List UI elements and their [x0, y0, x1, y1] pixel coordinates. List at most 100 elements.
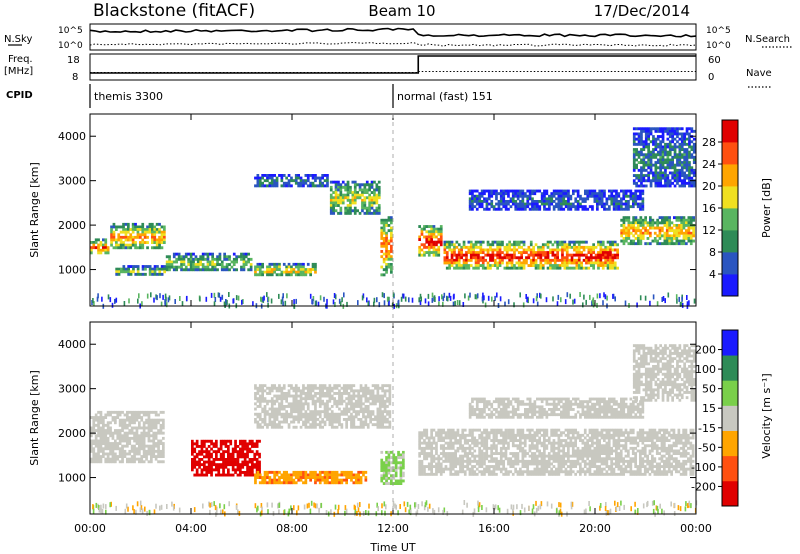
- heatmap-cell: [361, 198, 364, 202]
- heatmap-cell: [514, 205, 518, 209]
- heatmap-cell: [134, 225, 137, 229]
- heatmap-cell: [90, 460, 93, 464]
- heatmap-cell: [443, 251, 447, 254]
- heatmap-cell: [640, 176, 643, 180]
- heatmap-cell: [622, 221, 626, 225]
- heatmap-cell: [474, 266, 478, 270]
- heatmap-cell: [318, 410, 322, 414]
- heatmap-cell: [686, 295, 688, 300]
- heatmap-cell: [584, 200, 587, 203]
- heatmap-cell: [292, 179, 296, 183]
- heatmap-cell: [451, 459, 455, 463]
- heatmap-cell: [309, 397, 312, 401]
- heatmap-cell: [256, 405, 260, 408]
- heatmap-cell: [140, 455, 144, 458]
- heatmap-cell: [256, 420, 260, 424]
- heatmap-cell: [537, 253, 540, 257]
- heatmap-cell: [665, 229, 669, 233]
- heatmap-cell: [191, 468, 194, 472]
- heatmap-cell: [585, 299, 587, 305]
- heatmap-cell: [515, 240, 519, 244]
- heatmap-cell: [583, 294, 585, 300]
- heatmap-cell: [378, 386, 382, 390]
- heatmap-cell: [576, 194, 580, 198]
- heatmap-cell: [659, 181, 662, 185]
- heatmap-cell: [92, 416, 96, 419]
- heatmap-cell: [454, 472, 457, 476]
- heatmap-cell: [548, 200, 551, 203]
- heatmap-cell: [478, 205, 482, 209]
- heatmap-cell: [347, 397, 351, 401]
- heatmap-cell: [256, 423, 260, 427]
- heatmap-cell: [347, 399, 351, 403]
- heatmap-cell: [263, 412, 267, 416]
- heatmap-cell: [606, 261, 610, 265]
- heatmap-cell: [328, 399, 332, 403]
- heatmap-cell: [381, 399, 384, 403]
- heatmap-cell: [158, 238, 161, 242]
- heatmap-cell: [111, 416, 115, 419]
- heatmap-cell: [129, 238, 133, 242]
- heatmap-cell: [345, 392, 348, 395]
- heatmap-cell: [498, 264, 502, 267]
- heatmap-cell: [306, 415, 310, 419]
- heatmap-cell: [382, 257, 386, 261]
- heatmap-cell: [565, 258, 569, 262]
- heatmap-cell: [207, 460, 211, 464]
- heatmap-cell: [335, 412, 339, 416]
- heatmap-cell: [451, 467, 455, 471]
- heatmap-cell: [622, 189, 626, 193]
- heatmap-cell: [378, 410, 382, 414]
- heatmap-cell: [280, 273, 284, 277]
- heatmap-cell: [390, 268, 393, 272]
- heatmap-cell: [444, 467, 448, 471]
- heatmap-cell: [385, 234, 388, 238]
- heatmap-cell: [374, 394, 377, 398]
- heatmap-cell: [432, 235, 436, 239]
- heatmap-cell: [135, 418, 139, 422]
- heatmap-cell: [330, 470, 334, 474]
- heatmap-cell: [564, 194, 568, 198]
- heatmap-cell: [508, 245, 511, 249]
- heatmap-cell: [227, 468, 230, 472]
- heatmap-cell: [261, 478, 264, 482]
- heatmap-cell: [111, 455, 115, 458]
- heatmap-cell: [685, 150, 689, 154]
- heatmap-cell: [529, 240, 533, 244]
- heatmap-cell: [242, 252, 246, 256]
- heatmap-cell: [99, 431, 103, 435]
- heatmap-cell: [678, 155, 682, 159]
- heatmap-cell: [326, 392, 329, 395]
- heatmap-cell: [480, 205, 484, 209]
- heatmap-cell: [612, 194, 616, 198]
- heatmap-cell: [270, 179, 274, 183]
- heatmap-cell: [261, 392, 264, 395]
- heatmap-cell: [382, 218, 386, 222]
- heatmap-cell: [666, 142, 670, 146]
- heatmap-cell: [219, 439, 223, 443]
- heatmap-cell: [90, 439, 93, 443]
- heatmap-cell: [425, 428, 429, 432]
- heatmap-cell: [381, 386, 384, 390]
- heatmap-cell: [474, 294, 477, 300]
- heatmap-cell: [425, 245, 429, 249]
- heatmap-cell: [664, 158, 667, 162]
- heatmap-cell: [586, 207, 590, 211]
- heatmap-cell: [292, 268, 296, 271]
- heatmap-cell: [647, 171, 650, 175]
- heatmap-cell: [366, 405, 370, 408]
- heatmap-cell: [246, 452, 249, 456]
- heatmap-cell: [604, 256, 607, 260]
- heatmap-cell: [369, 415, 372, 419]
- heatmap-cell: [666, 163, 670, 167]
- heatmap-cell: [480, 202, 484, 206]
- heatmap-cell: [472, 243, 475, 247]
- heatmap-cell: [163, 235, 166, 239]
- heatmap-cell: [387, 482, 391, 485]
- heatmap-cell: [130, 429, 134, 432]
- heatmap-cell: [543, 207, 546, 211]
- heatmap-cell: [280, 476, 284, 479]
- heatmap-cell: [111, 410, 115, 414]
- heatmap-cell: [316, 418, 320, 421]
- heatmap-cell: [159, 449, 163, 453]
